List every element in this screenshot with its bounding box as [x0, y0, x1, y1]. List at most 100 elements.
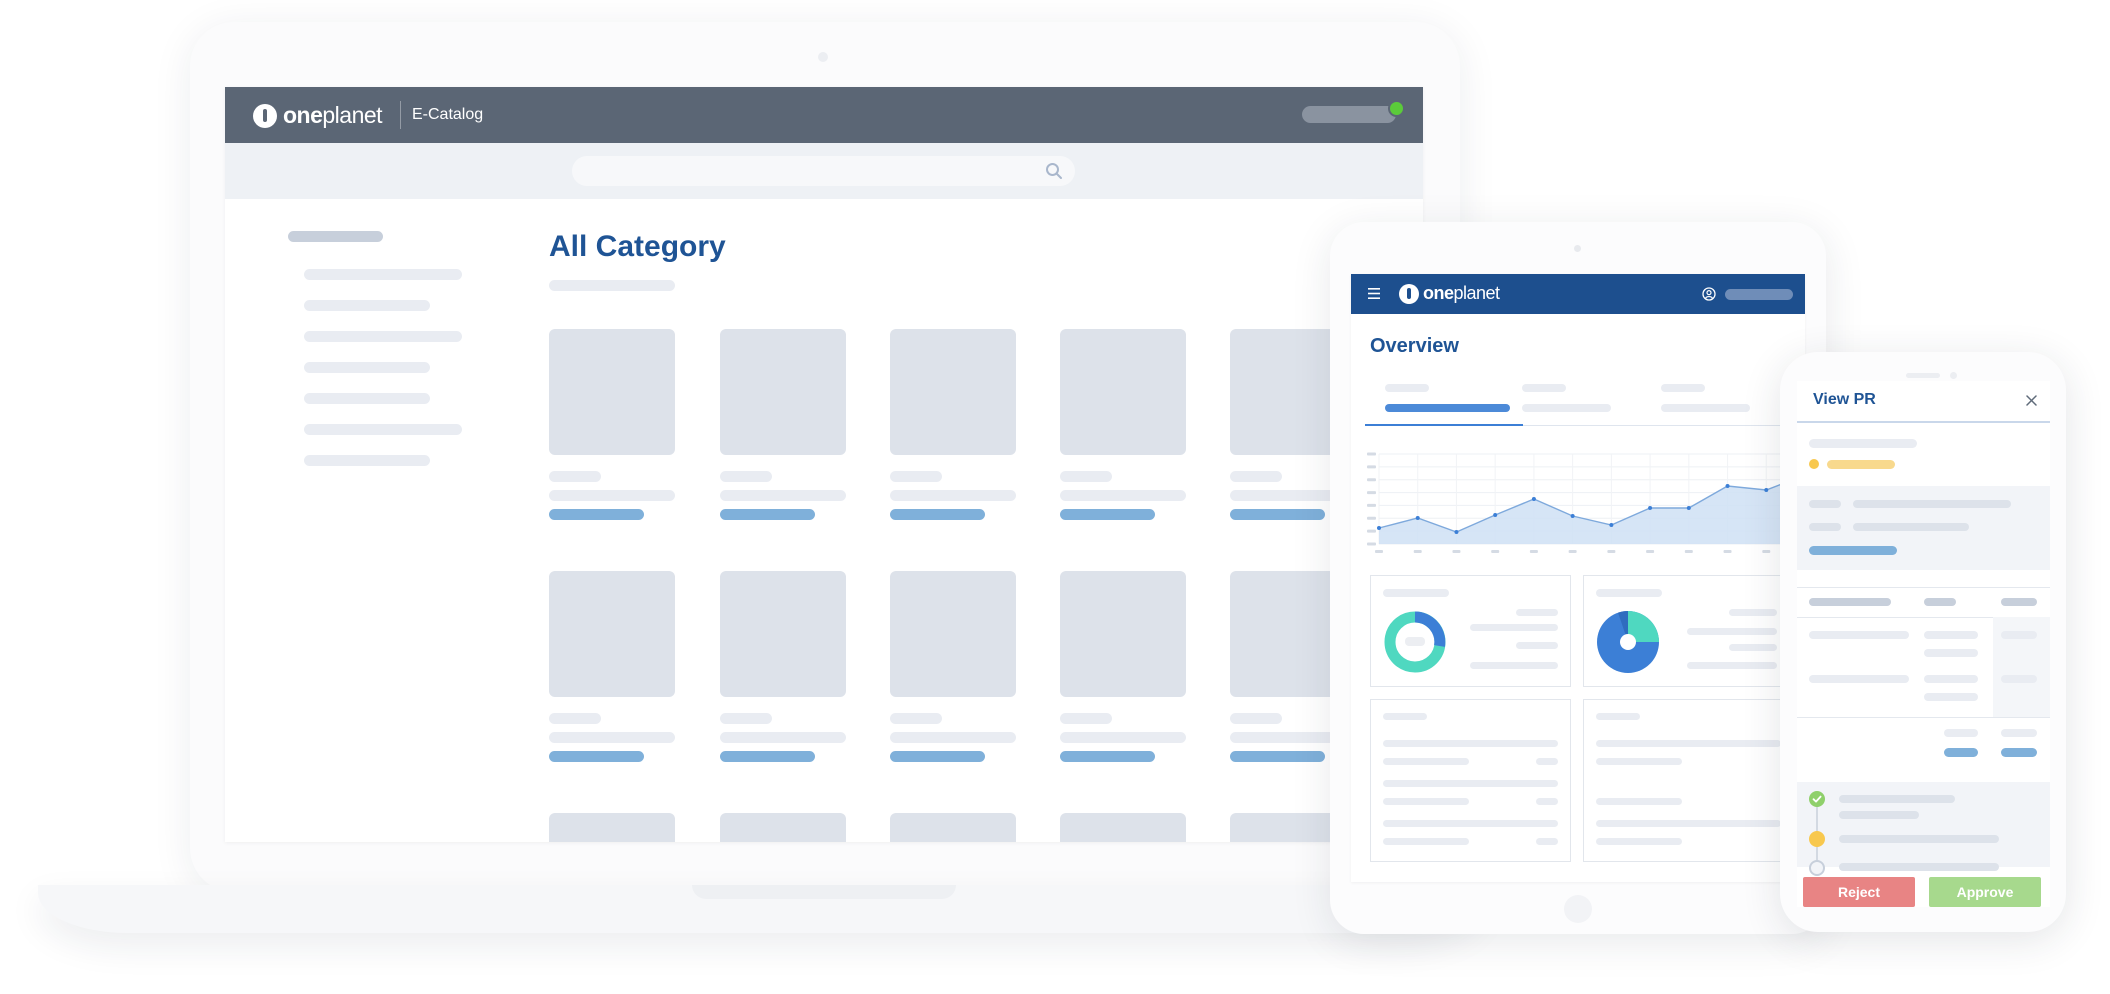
product-image-placeholder[interactable]	[890, 329, 1016, 455]
tab-label-placeholder[interactable]	[1661, 404, 1750, 412]
approver-role-placeholder	[1839, 811, 1919, 819]
y-tick-placeholder	[1367, 503, 1376, 507]
card-title-placeholder	[1383, 713, 1427, 720]
product-tag-placeholder	[1060, 471, 1112, 482]
product-tag-placeholder	[1230, 713, 1282, 724]
y-tick-placeholder	[1367, 516, 1376, 520]
x-tick-placeholder	[1607, 550, 1616, 553]
pr-number-placeholder	[1809, 439, 1917, 448]
ecatalog-header: oneplanet E-Catalog	[225, 87, 1423, 143]
product-image-placeholder[interactable]	[1060, 571, 1186, 697]
logo-wordmark: oneplanet	[283, 102, 383, 128]
sidebar-item[interactable]	[304, 362, 430, 373]
product-name-placeholder	[890, 490, 1016, 501]
list-row-placeholder	[1383, 798, 1469, 805]
table-cell-placeholder	[1809, 631, 1909, 639]
x-tick-placeholder	[1568, 550, 1577, 553]
total-label-placeholder	[2001, 729, 2037, 737]
legend-placeholder	[1687, 662, 1777, 669]
product-image-placeholder[interactable]	[720, 813, 846, 842]
x-tick-placeholder	[1646, 550, 1655, 553]
info-link-placeholder[interactable]	[1809, 546, 1897, 555]
sidebar-item[interactable]	[304, 300, 430, 311]
product-price-placeholder	[1230, 751, 1325, 762]
sidebar-heading-placeholder	[288, 231, 383, 242]
oneplanet-logo[interactable]: oneplanet	[253, 102, 383, 129]
tab-label-placeholder[interactable]	[1522, 404, 1611, 412]
product-image-placeholder[interactable]	[890, 813, 1016, 842]
approve-button[interactable]: Approve	[1929, 877, 2041, 907]
sidebar-item[interactable]	[304, 331, 462, 342]
y-tick-placeholder	[1367, 529, 1376, 533]
table-divider	[1797, 717, 2050, 718]
tab-label-placeholder[interactable]	[1522, 384, 1566, 392]
product-image-placeholder[interactable]	[549, 571, 675, 697]
tab-active-indicator	[1365, 424, 1523, 426]
area-point	[1648, 506, 1653, 510]
upcoming-step-dot	[1809, 860, 1825, 876]
pie-chart	[1597, 610, 1659, 673]
header-divider	[1797, 421, 2050, 423]
product-image-placeholder[interactable]	[720, 329, 846, 455]
sidebar-item[interactable]	[304, 393, 430, 404]
y-tick-placeholder	[1367, 491, 1376, 495]
product-image-placeholder[interactable]	[1060, 813, 1186, 842]
product-image-placeholder[interactable]	[549, 813, 675, 842]
close-icon[interactable]	[2025, 394, 2038, 407]
product-tag-placeholder	[890, 471, 942, 482]
tab-label-placeholder[interactable]	[1385, 384, 1429, 392]
product-tag-placeholder	[720, 713, 772, 724]
user-menu[interactable]	[1302, 106, 1396, 123]
product-name-placeholder	[720, 490, 846, 501]
product-name-placeholder	[1060, 490, 1186, 501]
list-row-placeholder	[1596, 758, 1682, 765]
table-header-placeholder	[2001, 598, 2037, 606]
area-chart	[1367, 452, 1805, 553]
sidebar-item[interactable]	[304, 269, 462, 280]
table-cell-placeholder	[1924, 693, 1978, 701]
area-point	[1377, 526, 1381, 530]
pr-info-box	[1797, 486, 2050, 570]
table-divider	[1797, 617, 2050, 618]
product-image-placeholder[interactable]	[890, 571, 1016, 697]
table-header-placeholder	[1809, 598, 1891, 606]
y-tick-placeholder	[1367, 465, 1376, 469]
x-tick-placeholder	[1762, 550, 1771, 553]
product-image-placeholder[interactable]	[1060, 329, 1186, 455]
total-value-placeholder	[1944, 748, 1978, 757]
list-row-placeholder	[1596, 820, 1781, 827]
area-point	[1609, 523, 1614, 527]
subtitle-placeholder	[549, 280, 675, 291]
search-icon[interactable]	[1045, 162, 1063, 180]
sidebar-item[interactable]	[304, 424, 462, 435]
list-row-placeholder	[1383, 758, 1469, 765]
oneplanet-logo[interactable]: oneplanet	[1399, 283, 1500, 304]
laptop-notch	[692, 885, 956, 899]
menu-icon[interactable]	[1368, 288, 1380, 299]
reject-button[interactable]: Reject	[1803, 877, 1915, 907]
x-tick-placeholder	[1723, 550, 1732, 553]
tab-label-placeholder[interactable]	[1661, 384, 1705, 392]
status-dot	[1809, 459, 1819, 469]
tab-active-label-placeholder[interactable]	[1385, 404, 1510, 412]
product-price-placeholder	[1230, 509, 1325, 520]
table-cell-placeholder	[1924, 675, 1978, 683]
search-input[interactable]	[572, 156, 1075, 186]
check-icon	[1809, 791, 1825, 807]
list-row-placeholder	[1383, 820, 1558, 827]
user-icon[interactable]	[1702, 287, 1716, 301]
sidebar-item[interactable]	[304, 455, 430, 466]
total-label-placeholder	[1944, 729, 1978, 737]
approver-name-placeholder	[1839, 835, 1999, 843]
y-tick-placeholder	[1367, 542, 1376, 546]
list-row-placeholder	[1383, 838, 1469, 845]
product-image-placeholder[interactable]	[720, 571, 846, 697]
table-divider	[1797, 587, 2050, 588]
tablet-user-menu[interactable]	[1725, 289, 1793, 300]
table-cell-placeholder	[1809, 675, 1909, 683]
list-row-placeholder	[1596, 798, 1682, 805]
list-value-placeholder	[1536, 758, 1558, 765]
donut-chart-card	[1370, 575, 1571, 687]
product-image-placeholder[interactable]	[549, 329, 675, 455]
product-price-placeholder	[1060, 751, 1155, 762]
